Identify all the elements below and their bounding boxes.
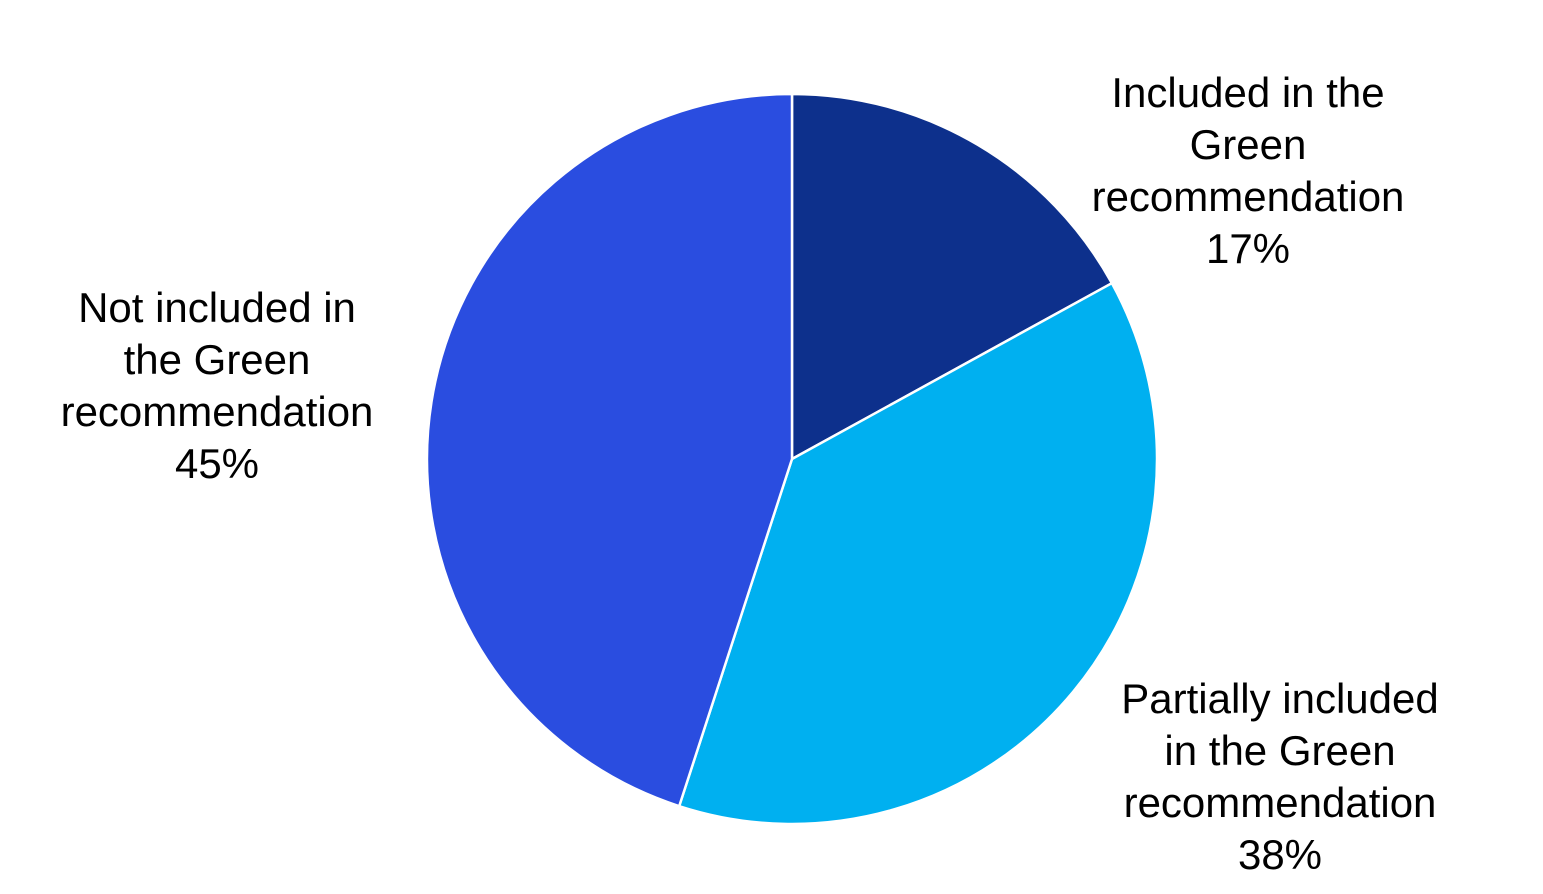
pie-slice-included (790, 92, 1114, 461)
pie-slice-not-included (425, 92, 794, 808)
pie-data-label-not-included: Not included in the Green recommendation… (60, 284, 374, 487)
pie-data-label-included: Included in the Green recommendation 17% (1091, 69, 1405, 272)
pie-slice-partially-included (677, 281, 1159, 826)
pie-data-label-partially-included: Partially included in the Green recommen… (1121, 675, 1439, 878)
